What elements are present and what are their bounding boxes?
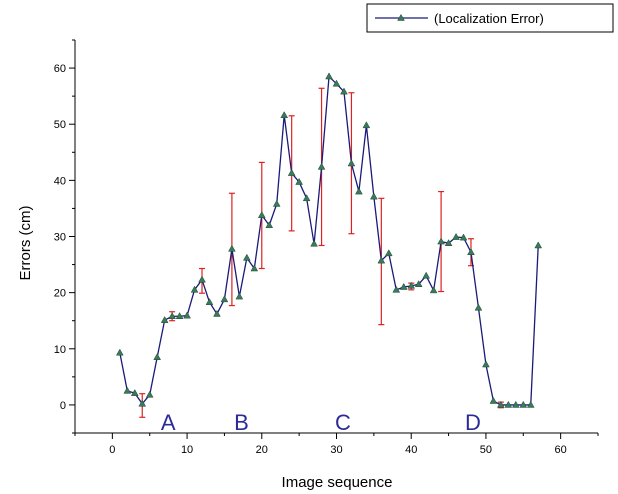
data-point [414, 280, 423, 287]
data-point [392, 285, 401, 293]
region-label-d: D [465, 410, 481, 435]
y-tick-label: 30 [54, 232, 66, 244]
data-point [213, 309, 221, 317]
error-bars [139, 87, 504, 418]
data-point [190, 285, 199, 293]
y-axis-ticks: 0 10 20 30 40 50 60 [54, 39, 75, 434]
data-point [444, 239, 453, 247]
data-point [130, 389, 139, 396]
region-label-c: C [335, 410, 351, 435]
series-markers [115, 72, 543, 408]
x-axis-title: Image sequence [282, 474, 393, 491]
data-point [377, 256, 386, 264]
data-point [317, 162, 326, 170]
data-point [370, 192, 378, 200]
data-point [205, 298, 214, 305]
region-label-a: A [161, 410, 176, 435]
data-point [362, 121, 371, 129]
data-point [534, 241, 543, 249]
data-point [407, 281, 416, 289]
data-point [153, 353, 162, 360]
data-point [467, 248, 475, 255]
data-point [340, 87, 348, 95]
y-tick-label: 10 [54, 344, 66, 356]
data-point [257, 211, 266, 218]
x-tick-label: 30 [330, 444, 342, 456]
data-point [511, 400, 520, 408]
data-point [489, 396, 498, 404]
data-point [115, 348, 124, 356]
data-point [302, 194, 311, 202]
y-tick-label: 60 [54, 63, 66, 75]
data-point [138, 399, 147, 407]
data-point [504, 400, 513, 408]
legend: (Localization Error) [366, 3, 614, 33]
data-point [160, 316, 169, 323]
x-axis-ticks: 0 10 20 30 40 50 60 [74, 433, 599, 456]
data-point [452, 232, 460, 240]
data-point [295, 177, 303, 185]
legend-label: (Localization Error) [434, 11, 544, 26]
data-point [272, 199, 281, 207]
data-point [325, 72, 333, 80]
data-point [384, 249, 393, 257]
data-point [235, 292, 244, 300]
y-tick-label: 20 [54, 288, 66, 300]
region-label-b: B [234, 410, 249, 435]
data-point [280, 111, 289, 119]
data-point [497, 400, 505, 408]
data-point [482, 360, 490, 368]
x-tick-label: 40 [405, 444, 417, 456]
data-point [265, 221, 274, 229]
data-point [242, 253, 251, 261]
data-point [399, 282, 408, 290]
y-tick-label: 50 [54, 119, 66, 131]
data-point [175, 312, 184, 319]
data-point [474, 303, 483, 311]
data-point [168, 312, 176, 319]
data-point [220, 295, 229, 303]
region-labels: A B C D [161, 410, 481, 435]
data-point [228, 244, 236, 252]
data-point [287, 168, 296, 176]
x-tick-label: 60 [555, 444, 567, 456]
data-point [437, 237, 445, 245]
legend-marker-triangle [397, 13, 405, 21]
x-tick-label: 20 [256, 444, 268, 456]
data-point [198, 275, 206, 283]
data-point [355, 187, 363, 195]
data-point [347, 159, 356, 167]
y-axis-title: Errors (cm) [17, 206, 34, 281]
data-point [250, 264, 259, 272]
data-point [145, 390, 154, 398]
data-point [422, 271, 431, 279]
data-point [332, 79, 341, 87]
data-point [526, 400, 535, 408]
series-line-localization-error [119, 75, 539, 406]
y-tick-label: 0 [60, 400, 66, 412]
x-tick-label: 0 [109, 444, 115, 456]
data-point [519, 400, 528, 408]
data-point [310, 239, 318, 247]
data-point [459, 233, 468, 241]
x-tick-label: 50 [480, 444, 492, 456]
data-point [183, 311, 191, 319]
x-tick-label: 10 [181, 444, 193, 456]
data-point [123, 386, 132, 394]
data-point [429, 286, 438, 294]
y-tick-label: 40 [54, 175, 66, 187]
